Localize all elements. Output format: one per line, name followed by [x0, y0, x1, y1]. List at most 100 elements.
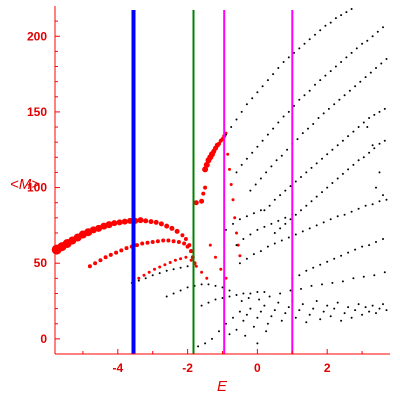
data-point-s1-82: [268, 204, 271, 207]
data-point-s1-105: [273, 232, 276, 234]
data-point-s1-172: [245, 257, 248, 260]
data-point-s0-61: [189, 258, 193, 262]
data-point-s0-48: [189, 249, 194, 254]
data-point-s0-34: [119, 248, 124, 253]
data-point-s1-90: [310, 166, 313, 169]
data-point-s1-1: [230, 126, 233, 128]
data-point-s1-129: [144, 277, 147, 280]
data-point-s1-202: [354, 248, 357, 251]
data-point-s1-93: [326, 153, 329, 156]
data-point-s1-261: [268, 295, 271, 298]
data-point-s0-31: [103, 255, 108, 260]
data-point-s1-37: [298, 98, 301, 101]
data-point-s0-25: [183, 237, 188, 241]
data-point-s1-17: [314, 33, 316, 36]
data-point-s1-73: [348, 89, 351, 92]
data-point-s1-13: [293, 51, 295, 54]
data-point-s1-218: [256, 316, 259, 319]
data-point-s1-186: [343, 213, 346, 216]
data-point-s1-41: [319, 79, 322, 82]
data-point-s1-10: [277, 67, 280, 69]
data-point-s1-9: [272, 73, 275, 76]
data-point-s1-126: [383, 139, 386, 142]
data-point-s1-277: [371, 144, 374, 147]
data-point-s1-211: [225, 322, 227, 325]
data-point-s1-40: [314, 83, 316, 86]
data-point-s1-190: [371, 203, 374, 206]
data-point-s1-160: [252, 212, 255, 215]
data-point-s0-28: [87, 264, 92, 269]
data-point-s1-278: [375, 186, 377, 189]
data-point-s1-50: [366, 39, 369, 42]
data-point-s0-54: [153, 267, 156, 271]
data-point-s0-65: [193, 200, 199, 206]
data-point-s1-194: [298, 274, 301, 277]
data-point-s1-245: [350, 316, 353, 319]
data-point-s1-162: [235, 244, 238, 247]
data-point-s1-96: [341, 139, 344, 142]
data-point-s0-8: [95, 224, 103, 232]
data-point-s1-68: [322, 112, 325, 115]
data-point-s1-222: [270, 315, 273, 318]
data-point-s1-224: [277, 301, 280, 304]
data-point-s0-69: [203, 161, 210, 168]
data-point-s1-156: [225, 228, 227, 231]
data-point-s1-159: [245, 215, 248, 218]
data-point-s1-207: [197, 345, 200, 348]
data-point-s1-214: [242, 319, 245, 322]
data-point-s1-52: [376, 30, 379, 33]
data-point-s1-112: [310, 200, 313, 203]
data-point-s1-87: [294, 180, 297, 183]
data-point-s1-223: [273, 309, 276, 312]
data-point-s1-22: [340, 14, 343, 17]
data-point-s1-122: [362, 156, 365, 159]
data-point-s1-232: [305, 321, 308, 324]
data-point-s1-58: [270, 165, 273, 168]
data-point-s1-148: [214, 298, 217, 301]
data-point-s1-7: [261, 85, 264, 88]
data-point-s1-198: [326, 260, 329, 263]
data-point-s1-212: [232, 316, 234, 319]
data-point-s1-204: [368, 244, 371, 247]
data-point-s1-177: [280, 239, 283, 242]
data-point-s1-169: [284, 216, 287, 219]
data-point-s1-32: [272, 127, 275, 130]
data-point-s0-44: [171, 239, 176, 244]
data-point-s1-244: [347, 306, 350, 309]
data-point-s1-213: [238, 310, 241, 313]
data-point-s1-151: [235, 294, 238, 296]
data-point-s1-8: [266, 79, 269, 82]
data-point-s0-37: [135, 243, 139, 248]
data-point-s0-13: [121, 218, 128, 225]
data-point-s0-87: [236, 243, 240, 247]
data-point-s0-23: [174, 228, 180, 234]
data-point-s1-77: [369, 71, 372, 74]
data-point-s1-123: [368, 151, 371, 154]
data-point-s1-273: [256, 342, 259, 345]
data-point-s1-33: [277, 121, 280, 124]
data-point-s1-79: [380, 62, 383, 65]
data-point-s1-97: [347, 135, 350, 138]
data-point-s1-269: [352, 277, 355, 280]
data-point-s0-89: [203, 185, 208, 190]
data-point-s0-29: [93, 261, 98, 266]
data-point-s1-161: [259, 209, 262, 212]
data-point-s1-266: [321, 283, 323, 286]
data-point-s0-40: [150, 240, 155, 244]
data-point-s1-253: [378, 307, 381, 310]
data-point-s1-78: [375, 67, 377, 69]
data-point-s0-80: [224, 131, 228, 135]
data-point-s1-101: [368, 117, 371, 119]
y-tick-label-3: 150: [27, 105, 47, 119]
data-point-s1-252: [375, 312, 377, 315]
data-point-s0-76: [217, 141, 221, 146]
data-point-s1-150: [228, 295, 231, 298]
data-point-s0-46: [182, 241, 187, 246]
data-point-s1-183: [322, 221, 325, 224]
data-point-s0-85: [233, 216, 237, 220]
data-point-s1-34: [282, 115, 285, 118]
data-point-s1-95: [336, 144, 339, 147]
data-point-s1-242: [340, 319, 343, 322]
data-point-s0-56: [163, 263, 167, 267]
